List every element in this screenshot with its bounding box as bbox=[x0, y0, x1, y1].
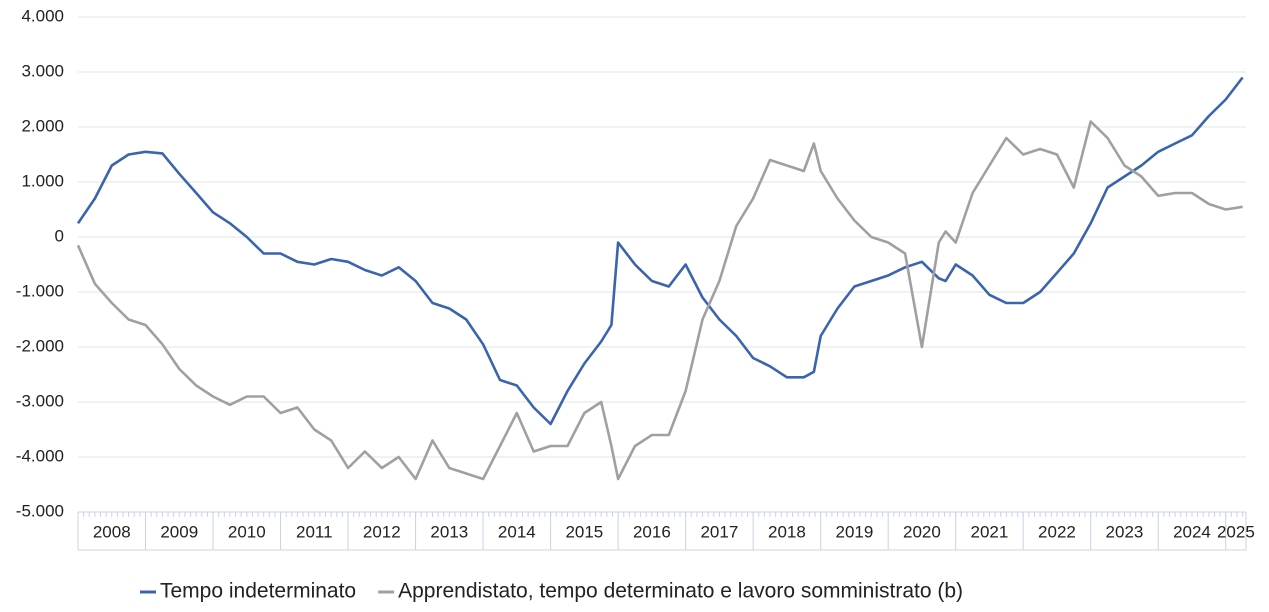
y-tick-label: -4.000 bbox=[16, 446, 64, 465]
y-tick-label: 0 bbox=[55, 226, 64, 245]
y-tick-label: -3.000 bbox=[16, 391, 64, 410]
y-tick-label: -5.000 bbox=[16, 501, 64, 520]
x-tick-label: 2012 bbox=[363, 522, 401, 541]
x-tick-label: 2013 bbox=[430, 522, 468, 541]
y-tick-label: 2.000 bbox=[21, 116, 64, 135]
legend: Tempo indeterminato Apprendistato, tempo … bbox=[140, 580, 963, 603]
x-tick-label: 2015 bbox=[565, 522, 603, 541]
y-tick-label: -2.000 bbox=[16, 336, 64, 355]
x-tick-label: 2014 bbox=[498, 522, 536, 541]
y-tick-label: 1.000 bbox=[21, 171, 64, 190]
x-tick-label: 2011 bbox=[296, 522, 333, 541]
series-line bbox=[76, 120, 1243, 481]
legend-label: Tempo indeterminato bbox=[160, 580, 356, 603]
x-tick-label: 2009 bbox=[160, 522, 198, 541]
x-tick-label: 2025 bbox=[1217, 522, 1255, 541]
x-tick-label: 2024 bbox=[1173, 522, 1211, 541]
x-tick-label: 2022 bbox=[1038, 522, 1076, 541]
y-tick-label: -1.000 bbox=[16, 281, 64, 300]
legend-label: Apprendistato, tempo determinato e lavor… bbox=[398, 580, 963, 603]
x-tick-label: 2017 bbox=[700, 522, 738, 541]
x-tick-label: 2023 bbox=[1106, 522, 1144, 541]
x-tick-label: 2019 bbox=[836, 522, 874, 541]
x-tick-label: 2020 bbox=[903, 522, 941, 541]
series-line bbox=[76, 76, 1244, 426]
y-tick-label: 3.000 bbox=[21, 61, 64, 80]
x-tick-label: 2016 bbox=[633, 522, 671, 541]
y-tick-label: 4.000 bbox=[21, 6, 64, 25]
x-tick-label: 2010 bbox=[228, 522, 266, 541]
x-tick-label: 2021 bbox=[971, 522, 1009, 541]
x-tick-label: 2008 bbox=[93, 522, 131, 541]
x-tick-label: 2018 bbox=[768, 522, 806, 541]
